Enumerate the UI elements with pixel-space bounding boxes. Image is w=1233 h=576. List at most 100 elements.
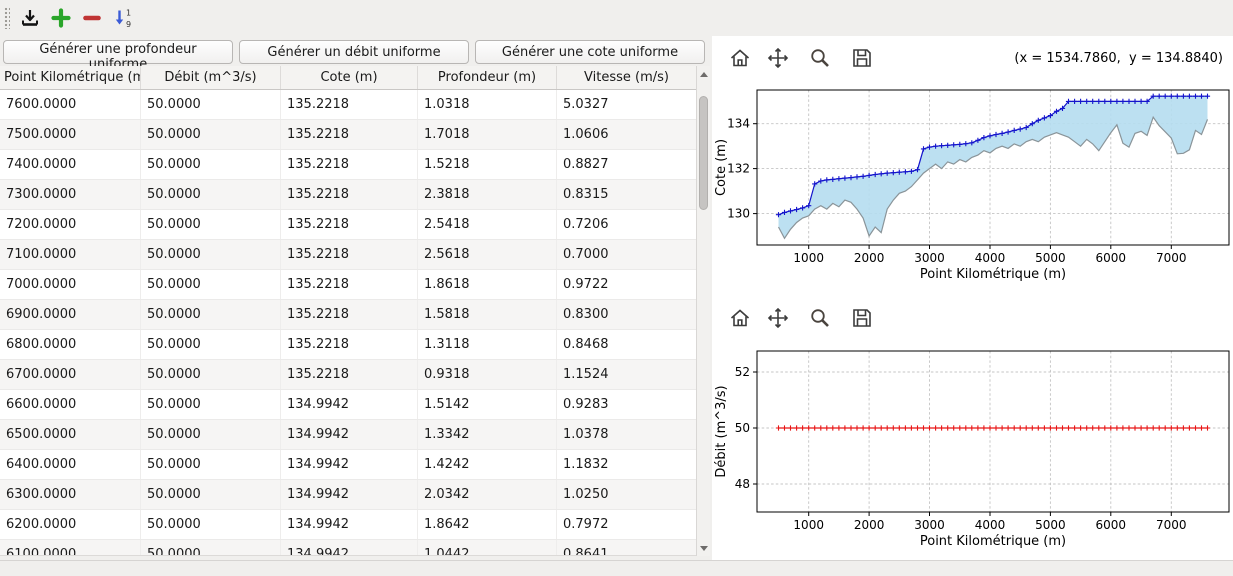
table-cell[interactable]: 6600.0000: [0, 390, 141, 419]
table-cell[interactable]: 1.0318: [418, 90, 557, 119]
table-cell[interactable]: 0.9722: [563, 277, 609, 292]
table-cell[interactable]: 7300.0000: [0, 180, 141, 209]
table-row[interactable]: 6100.0000 50.0000 134.9942 1.0442 0.8641: [0, 540, 696, 555]
column-header[interactable]: Débit (m^3/s): [141, 66, 281, 89]
table-cell[interactable]: 7200.0000: [0, 210, 141, 239]
table-row[interactable]: 6900.0000 50.0000 135.2218 1.5818 0.8300: [0, 300, 696, 330]
table-cell[interactable]: 0.7972: [563, 517, 609, 532]
table-cell[interactable]: 50.0000: [141, 150, 281, 179]
column-header[interactable]: Vitesse (m/s): [584, 70, 669, 85]
pan-button[interactable]: [766, 306, 790, 330]
table-row[interactable]: 6200.0000 50.0000 134.9942 1.8642 0.7972: [0, 510, 696, 540]
table-cell[interactable]: 6800.0000: [0, 330, 141, 359]
table-cell[interactable]: 2.0342: [418, 480, 557, 509]
table-row[interactable]: 6400.0000 50.0000 134.9942 1.4242 1.1832: [0, 450, 696, 480]
table-cell[interactable]: 1.8642: [418, 510, 557, 539]
table-cell[interactable]: 7400.0000: [0, 150, 141, 179]
table-cell[interactable]: 1.1524: [563, 367, 609, 382]
table-cell[interactable]: 1.4242: [418, 450, 557, 479]
table-cell[interactable]: 7100.0000: [0, 240, 141, 269]
table-cell[interactable]: 1.3118: [418, 330, 557, 359]
table-row[interactable]: 7400.0000 50.0000 135.2218 1.5218 0.8827: [0, 150, 696, 180]
pan-button[interactable]: [766, 46, 790, 70]
table-cell[interactable]: 1.5218: [418, 150, 557, 179]
table-cell[interactable]: 50.0000: [141, 90, 281, 119]
table-cell[interactable]: 0.8641: [563, 547, 609, 555]
table-cell[interactable]: 1.5142: [418, 390, 557, 419]
table-cell[interactable]: 50.0000: [141, 480, 281, 509]
table-cell[interactable]: 0.8468: [563, 337, 609, 352]
table-cell[interactable]: 1.7018: [418, 120, 557, 149]
table-cell[interactable]: 135.2218: [281, 330, 418, 359]
table-cell[interactable]: 134.9942: [281, 540, 418, 555]
home-button[interactable]: [728, 306, 752, 330]
table-cell[interactable]: 134.9942: [281, 510, 418, 539]
table-cell[interactable]: 50.0000: [141, 450, 281, 479]
table-cell[interactable]: 0.9283: [563, 397, 609, 412]
table-cell[interactable]: 6400.0000: [0, 450, 141, 479]
table-cell[interactable]: 1.0250: [563, 487, 609, 502]
table-cell[interactable]: 2.3818: [418, 180, 557, 209]
table-row[interactable]: 6300.0000 50.0000 134.9942 2.0342 1.0250: [0, 480, 696, 510]
generate-uniform-flow-button[interactable]: Générer un débit uniforme: [239, 40, 469, 64]
table-cell[interactable]: 135.2218: [281, 120, 418, 149]
table-row[interactable]: 7600.0000 50.0000 135.2218 1.0318 5.0327: [0, 90, 696, 120]
table-row[interactable]: 7300.0000 50.0000 135.2218 2.3818 0.8315: [0, 180, 696, 210]
table-cell[interactable]: 7600.0000: [0, 90, 141, 119]
table-row[interactable]: 7000.0000 50.0000 135.2218 1.8618 0.9722: [0, 270, 696, 300]
table-cell[interactable]: 6500.0000: [0, 420, 141, 449]
table-cell[interactable]: 7000.0000: [0, 270, 141, 299]
table-cell[interactable]: 135.2218: [281, 360, 418, 389]
table-cell[interactable]: 50.0000: [141, 120, 281, 149]
table-cell[interactable]: 134.9942: [281, 390, 418, 419]
table-cell[interactable]: 50.0000: [141, 270, 281, 299]
table-cell[interactable]: 1.0606: [563, 127, 609, 142]
table-cell[interactable]: 135.2218: [281, 180, 418, 209]
table-cell[interactable]: 0.8300: [563, 307, 609, 322]
table-cell[interactable]: 50.0000: [141, 240, 281, 269]
table-cell[interactable]: 134.9942: [281, 420, 418, 449]
table-cell[interactable]: 50.0000: [141, 300, 281, 329]
table-cell[interactable]: 6200.0000: [0, 510, 141, 539]
table-cell[interactable]: 50.0000: [141, 420, 281, 449]
table-row[interactable]: 7500.0000 50.0000 135.2218 1.7018 1.0606: [0, 120, 696, 150]
table-cell[interactable]: 7500.0000: [0, 120, 141, 149]
table-cell[interactable]: 50.0000: [141, 180, 281, 209]
table-cell[interactable]: 50.0000: [141, 210, 281, 239]
remove-row-button[interactable]: [78, 4, 106, 32]
table-cell[interactable]: 1.5818: [418, 300, 557, 329]
column-header[interactable]: Cote (m): [281, 66, 418, 89]
table-cell[interactable]: 0.8827: [563, 157, 609, 172]
table-cell[interactable]: 50.0000: [141, 540, 281, 555]
scrollbar-thumb[interactable]: [699, 96, 708, 210]
zoom-button[interactable]: [808, 306, 832, 330]
table-cell[interactable]: 0.7206: [563, 217, 609, 232]
table-row[interactable]: 6500.0000 50.0000 134.9942 1.3342 1.0378: [0, 420, 696, 450]
generate-uniform-level-button[interactable]: Générer une cote uniforme: [475, 40, 705, 64]
column-header[interactable]: Point Kilométrique (m): [0, 66, 141, 89]
table-cell[interactable]: 135.2218: [281, 210, 418, 239]
table-row[interactable]: 7200.0000 50.0000 135.2218 2.5418 0.7206: [0, 210, 696, 240]
table-cell[interactable]: 6300.0000: [0, 480, 141, 509]
scroll-down-arrow[interactable]: [697, 541, 710, 555]
column-header[interactable]: Profondeur (m): [418, 66, 557, 89]
table-cell[interactable]: 1.3342: [418, 420, 557, 449]
table-cell[interactable]: 50.0000: [141, 390, 281, 419]
table-cell[interactable]: 50.0000: [141, 330, 281, 359]
table-cell[interactable]: 50.0000: [141, 360, 281, 389]
table-cell[interactable]: 2.5418: [418, 210, 557, 239]
table-row[interactable]: 6800.0000 50.0000 135.2218 1.3118 0.8468: [0, 330, 696, 360]
add-row-button[interactable]: [47, 4, 75, 32]
table-cell[interactable]: 0.7000: [563, 247, 609, 262]
table-row[interactable]: 6600.0000 50.0000 134.9942 1.5142 0.9283: [0, 390, 696, 420]
table-cell[interactable]: 135.2218: [281, 300, 418, 329]
table-cell[interactable]: 5.0327: [563, 97, 609, 112]
table-cell[interactable]: 1.1832: [563, 457, 609, 472]
home-button[interactable]: [728, 46, 752, 70]
table-cell[interactable]: 6900.0000: [0, 300, 141, 329]
table-cell[interactable]: 2.5618: [418, 240, 557, 269]
table-cell[interactable]: 135.2218: [281, 240, 418, 269]
table-cell[interactable]: 0.8315: [563, 187, 609, 202]
table-cell[interactable]: 1.8618: [418, 270, 557, 299]
save-figure-button[interactable]: [850, 306, 874, 330]
